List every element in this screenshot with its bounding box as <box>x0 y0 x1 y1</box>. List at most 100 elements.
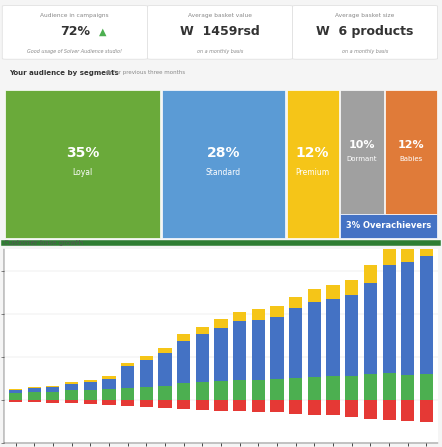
Bar <box>177 400 190 409</box>
Bar <box>121 366 134 388</box>
Bar <box>158 400 171 408</box>
Text: on a monthly basis: on a monthly basis <box>342 49 388 54</box>
Bar <box>140 355 153 360</box>
Bar <box>364 374 377 400</box>
Text: 10%: 10% <box>348 140 375 150</box>
Bar <box>140 360 153 387</box>
Bar <box>158 354 171 386</box>
Text: Good usage of Solver Audience studio!: Good usage of Solver Audience studio! <box>27 49 122 54</box>
Bar <box>252 320 265 380</box>
Text: 28%: 28% <box>206 146 240 160</box>
Bar <box>65 400 78 403</box>
Bar <box>308 302 321 377</box>
Bar <box>84 390 97 400</box>
FancyBboxPatch shape <box>147 5 293 59</box>
Bar <box>65 391 78 400</box>
Bar <box>289 296 302 308</box>
Bar <box>177 384 190 400</box>
Bar <box>196 334 209 382</box>
Bar <box>401 400 414 421</box>
FancyBboxPatch shape <box>2 5 147 59</box>
Text: ● For previous three months: ● For previous three months <box>106 70 185 75</box>
Bar <box>382 400 396 420</box>
Bar <box>9 390 22 393</box>
Bar <box>420 400 433 422</box>
Text: Average basket value: Average basket value <box>188 13 252 18</box>
Bar <box>401 242 414 262</box>
Bar <box>233 312 246 321</box>
Bar <box>28 400 41 402</box>
Text: Your audience by segments: Your audience by segments <box>9 70 118 76</box>
Bar <box>308 400 321 415</box>
Text: Babies: Babies <box>399 156 423 162</box>
Bar <box>327 285 339 299</box>
Bar <box>28 388 41 392</box>
Bar <box>364 283 377 374</box>
Bar <box>271 306 284 317</box>
Text: on a monthly basis: on a monthly basis <box>197 49 243 54</box>
Bar <box>289 400 302 413</box>
Bar <box>121 363 134 366</box>
Bar <box>252 309 265 320</box>
Bar <box>271 379 284 400</box>
Bar <box>196 327 209 334</box>
Bar <box>158 386 171 400</box>
Bar <box>382 246 396 266</box>
Bar <box>65 382 78 384</box>
Bar <box>103 376 115 379</box>
Text: Audience in campaigns: Audience in campaigns <box>41 13 109 18</box>
Bar <box>121 388 134 400</box>
Text: Dormant: Dormant <box>347 156 377 162</box>
Bar <box>401 375 414 400</box>
Text: 3% Overachievers: 3% Overachievers <box>346 221 431 230</box>
Bar <box>345 376 358 400</box>
Bar <box>46 392 60 400</box>
Bar <box>103 389 115 400</box>
Bar <box>46 400 60 403</box>
Bar <box>327 376 339 400</box>
Bar <box>28 387 41 388</box>
Bar <box>84 380 97 382</box>
Bar <box>214 319 228 328</box>
Bar <box>271 317 284 379</box>
Bar <box>84 382 97 390</box>
Bar <box>28 392 41 400</box>
Bar <box>177 334 190 341</box>
Bar <box>327 400 339 415</box>
Text: Premium: Premium <box>296 169 330 177</box>
Bar <box>196 400 209 410</box>
FancyBboxPatch shape <box>162 90 286 238</box>
FancyBboxPatch shape <box>293 5 438 59</box>
FancyBboxPatch shape <box>5 90 160 238</box>
Bar <box>420 374 433 400</box>
Bar <box>401 262 414 375</box>
Bar <box>327 299 339 376</box>
Bar <box>308 289 321 302</box>
Bar <box>84 400 97 404</box>
Bar <box>382 373 396 400</box>
Text: ▲: ▲ <box>99 26 106 36</box>
Bar <box>140 387 153 400</box>
Bar <box>364 266 377 283</box>
Bar <box>9 400 22 402</box>
Bar <box>214 328 228 381</box>
Bar <box>196 382 209 400</box>
Bar <box>46 386 60 387</box>
Bar <box>177 341 190 384</box>
Bar <box>308 377 321 400</box>
Bar <box>233 400 246 411</box>
Text: 12%: 12% <box>397 140 424 150</box>
Text: 12%: 12% <box>296 146 329 160</box>
Bar <box>9 389 22 390</box>
Bar <box>252 400 265 412</box>
Text: 35%: 35% <box>66 146 99 160</box>
Bar <box>121 400 134 406</box>
Bar <box>9 393 22 400</box>
Text: Average basket size: Average basket size <box>335 13 395 18</box>
Bar <box>345 280 358 295</box>
FancyBboxPatch shape <box>340 90 384 214</box>
Text: Standard: Standard <box>206 169 241 177</box>
Bar <box>103 379 115 389</box>
Bar <box>65 384 78 391</box>
FancyBboxPatch shape <box>340 214 437 238</box>
